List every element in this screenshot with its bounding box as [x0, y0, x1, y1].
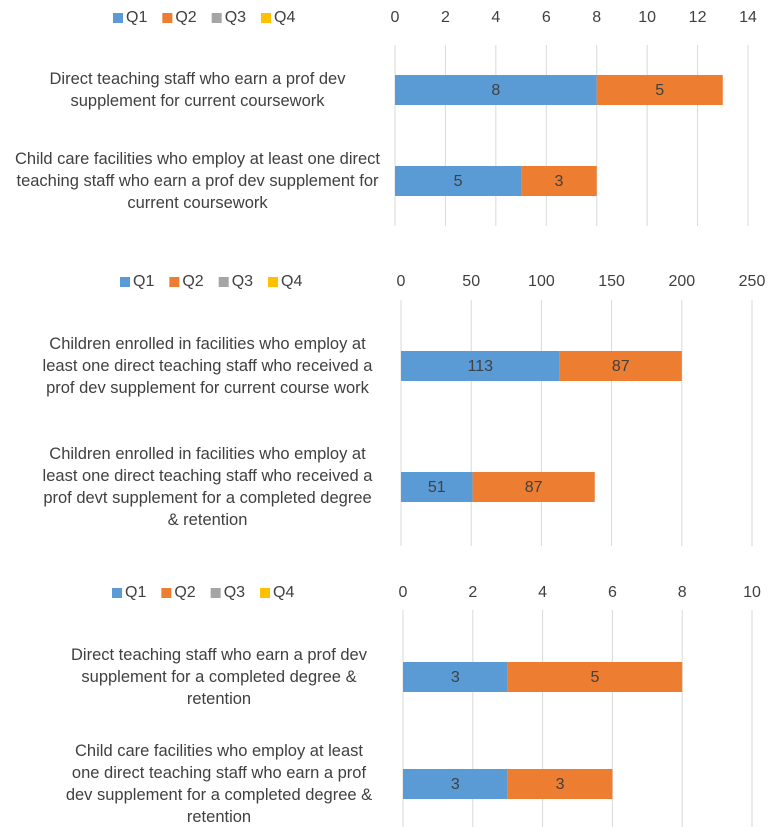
value-label: 5 [590, 669, 599, 686]
x-tick-label: 200 [668, 273, 695, 290]
value-label: 3 [554, 173, 563, 190]
legend-label: Q4 [273, 584, 294, 601]
category-label: Child care facilities who employ at leas… [65, 742, 373, 826]
x-tick-label: 0 [397, 273, 406, 290]
value-label: 5 [454, 173, 463, 190]
x-tick-label: 8 [592, 9, 601, 26]
legend-label: Q1 [125, 584, 146, 601]
category-label: Direct teaching staff who earn a prof de… [71, 646, 367, 708]
legend-swatch [113, 13, 123, 23]
x-tick-label: 8 [678, 584, 687, 601]
bar [401, 472, 473, 502]
legend-swatch [169, 277, 180, 287]
legend-swatch [218, 277, 229, 287]
legend-label: Q1 [126, 9, 147, 26]
legend-swatch [268, 277, 279, 287]
category-label: Direct teaching staff who earn a prof de… [49, 70, 346, 110]
bar [559, 351, 682, 381]
x-tick-label: 4 [538, 584, 547, 601]
category-label: Children enrolled in facilities who empl… [42, 445, 373, 529]
bar [507, 662, 683, 692]
value-label: 3 [451, 669, 460, 686]
bar [403, 769, 508, 799]
legend-label: Q3 [224, 584, 245, 601]
x-tick-label: 2 [441, 9, 450, 26]
legend-label: Q4 [281, 273, 302, 290]
value-label: 113 [468, 358, 494, 375]
bar [403, 662, 508, 692]
legend-swatch [211, 13, 222, 23]
x-tick-label: 14 [739, 9, 757, 26]
bar [507, 769, 613, 799]
legend-label: Q2 [175, 9, 196, 26]
x-tick-label: 250 [739, 273, 766, 290]
x-tick-label: 150 [598, 273, 625, 290]
bar [472, 472, 595, 502]
value-label: 3 [556, 776, 565, 793]
legend-swatch [162, 13, 173, 23]
value-label: 3 [451, 776, 460, 793]
category-label: Children enrolled in facilities who empl… [42, 335, 373, 397]
legend-swatch [260, 588, 271, 598]
legend-label: Q4 [274, 9, 295, 26]
x-tick-label: 10 [743, 584, 761, 601]
legend-swatch [112, 588, 122, 598]
x-tick-label: 0 [391, 9, 400, 26]
value-label: 5 [655, 82, 664, 99]
value-label: 87 [525, 479, 543, 496]
bar [596, 75, 723, 105]
legend-swatch [161, 588, 172, 598]
value-label: 8 [491, 82, 500, 99]
legend-label: Q3 [225, 9, 246, 26]
legend-label: Q2 [182, 273, 203, 290]
x-tick-label: 100 [528, 273, 555, 290]
category-label: Child care facilities who employ at leas… [15, 150, 381, 212]
x-tick-label: 50 [462, 273, 480, 290]
legend-swatch [261, 13, 272, 23]
legend-label: Q1 [133, 273, 154, 290]
legend-swatch [210, 588, 221, 598]
bar [521, 166, 597, 196]
legend-swatch [120, 277, 130, 287]
x-tick-label: 2 [468, 584, 477, 601]
bar [401, 351, 560, 381]
x-tick-label: 10 [638, 9, 656, 26]
value-label: 87 [612, 358, 630, 375]
x-tick-label: 12 [689, 9, 707, 26]
x-tick-label: 6 [542, 9, 551, 26]
legend-label: Q3 [232, 273, 253, 290]
x-tick-label: 6 [608, 584, 617, 601]
x-tick-label: 0 [399, 584, 408, 601]
bar [395, 166, 522, 196]
bar [395, 75, 597, 105]
legend-label: Q2 [174, 584, 195, 601]
x-tick-label: 4 [491, 9, 500, 26]
value-label: 51 [428, 479, 446, 496]
